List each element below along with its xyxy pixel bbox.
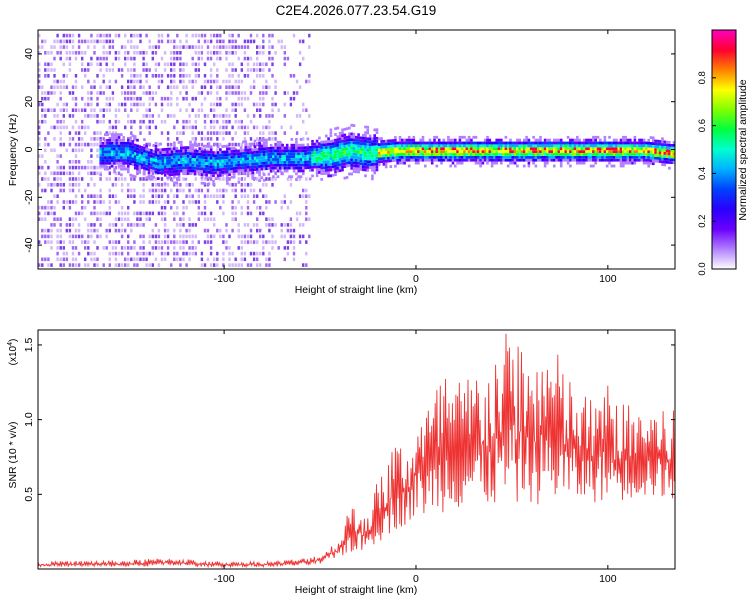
snr-frame <box>37 329 676 570</box>
spectrogram-panel: -100 0 100 -40 -20 0 20 40 Height of straight l… <box>7 29 676 296</box>
spectrogram-xtick-label: -100 <box>214 273 235 285</box>
colorbar-tick-label: 0.0 <box>697 262 708 275</box>
spectrogram-xlabel: Height of straight line (km) <box>295 284 418 296</box>
snr-scale-exp: 4 <box>7 342 14 346</box>
snr-ytick-label: 1.5 <box>23 337 35 352</box>
snr-series-line <box>37 333 675 569</box>
figure-title: C2E4.2026.077.23.54.G19 <box>276 3 437 18</box>
snr-xtick-label: 0 <box>413 573 419 585</box>
snr-xtick-label: 100 <box>599 573 617 585</box>
spectrogram-heatmap <box>38 33 675 267</box>
spectrogram-ylabel: Frequency (Hz) <box>7 114 19 186</box>
spectrogram-xtick-label: 100 <box>599 273 617 285</box>
colorbar-tick-label: 0.4 <box>697 167 708 180</box>
snr-xtick-label: -100 <box>214 573 235 585</box>
spectrogram-ytick-label: 40 <box>23 48 35 60</box>
spectrogram-ytick-label: -20 <box>23 190 35 205</box>
spectrogram-ytick-label: 20 <box>23 96 35 108</box>
colorbar-gradient <box>712 30 736 269</box>
spectrogram-xtick-label: 0 <box>413 273 419 285</box>
snr-scale-prefix: (x10 <box>8 345 19 365</box>
snr-scale-label: (x104) <box>7 339 19 366</box>
snr-ylabel: SNR (10 * v/v) <box>7 421 19 488</box>
colorbar-tick-label: 0.2 <box>697 215 708 228</box>
colorbar: 0.0 0.2 0.4 0.6 0.8 Normalized spectral ampl… <box>697 29 749 276</box>
snr-ytick-label: 0.5 <box>23 487 35 502</box>
snr-xlabel: Height of straight line (km) <box>295 584 418 596</box>
spectrogram-cells <box>38 33 675 267</box>
colorbar-frame <box>711 29 737 270</box>
svg-text:(x104): (x104) <box>7 339 19 366</box>
colorbar-tick-label: 0.8 <box>697 71 708 84</box>
colorbar-tick-label: 0.6 <box>697 119 708 132</box>
snr-scale-close: ) <box>8 339 19 342</box>
snr-panel: -100 0 100 0.5 1.0 1.5 Height of straight lin… <box>7 329 676 596</box>
colorbar-label: Normalized spectral amplitude <box>737 79 749 220</box>
spectrogram-ytick-label: 0 <box>23 146 35 152</box>
snr-ytick-label: 1.0 <box>23 412 35 427</box>
spectrogram-ytick-label: -40 <box>23 237 35 252</box>
